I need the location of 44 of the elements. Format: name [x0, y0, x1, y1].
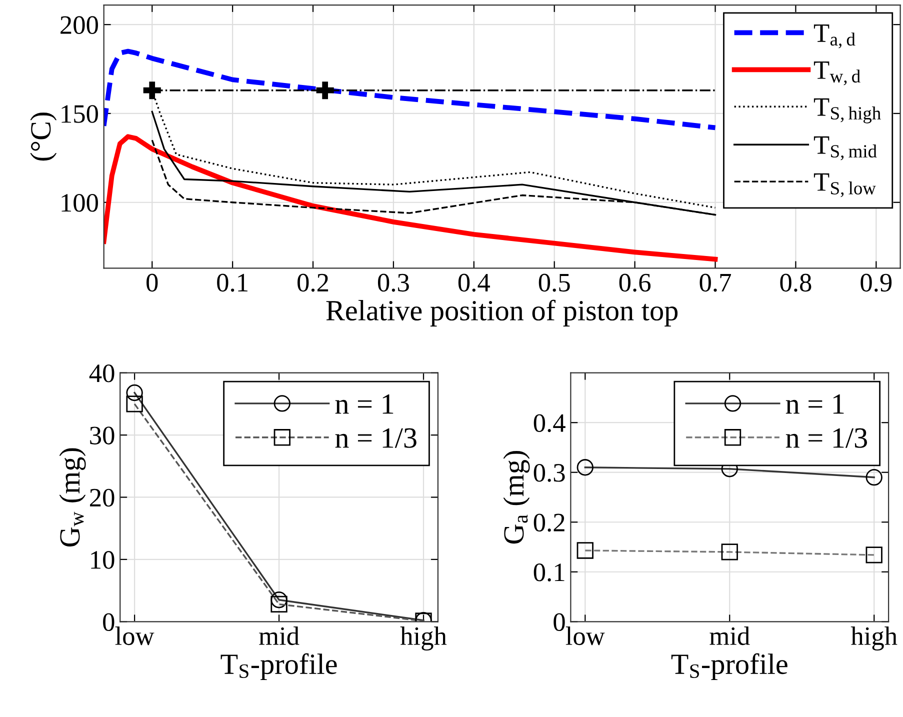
x-tick-label: 0 [146, 274, 158, 292]
legend-label: n = 1 [335, 394, 394, 414]
x-tick-label: low [566, 626, 605, 646]
y-tick-label: 100 [62, 194, 98, 212]
x-tick-label: high [400, 626, 447, 651]
x-tick-label: low [115, 626, 154, 646]
y-tick-label: 10 [91, 551, 114, 569]
legend-label: n = 1/3 [786, 428, 867, 448]
legend-label: n = 1/3 [335, 428, 416, 448]
x-axis-title: T$_{S}$-profile [220, 653, 337, 680]
y-axis-title: G$_{w}$ (mg) [59, 448, 86, 546]
y-tick-label: 40 [89, 364, 114, 382]
y-tick-label: 0 [554, 613, 565, 632]
x-tick-label: high [850, 626, 898, 651]
legend-label: T$_{w,d}$ [814, 61, 860, 86]
y-axis-title: G$_{a}$ (mg) [503, 451, 530, 544]
y-tick-label: 0.2 [534, 514, 564, 532]
x-tick-label: 0.2 [298, 274, 328, 292]
y-tick-label: 0.1 [534, 563, 564, 582]
y-axis-title: (°C) [30, 112, 57, 161]
y-tick-label: 200 [60, 16, 98, 34]
y-tick-label: 20 [90, 488, 114, 507]
x-axis-title: Relative position of piston top [326, 300, 678, 326]
x-tick-label: 0.1 [217, 274, 248, 292]
legend-label: T$_{S,mid}$ [814, 136, 877, 160]
legend-label: T$_{a,d}$ [814, 24, 856, 48]
x-tick-label: 0.6 [619, 274, 651, 292]
y-tick-label: 0.4 [534, 414, 566, 432]
legend-label: n = 1 [786, 394, 844, 414]
x-tick-label: 0.9 [860, 274, 892, 292]
x-tick-label: 0.3 [378, 274, 409, 292]
x-tick-label: 0.5 [538, 274, 570, 292]
x-tick-label: mid [710, 626, 750, 646]
x-tick-label: mid [259, 626, 300, 646]
legend-label: T$_{S,low}$ [814, 173, 876, 198]
x-tick-label: 0.7 [700, 274, 731, 292]
y-tick-label: 30 [90, 426, 114, 444]
x-axis-title: T$_{S}$-profile [671, 653, 788, 680]
y-tick-label: 0 [103, 613, 114, 632]
x-tick-label: 0.4 [458, 274, 490, 292]
legend-label: T$_{S,high}$ [814, 98, 881, 124]
y-tick-label: 150 [62, 105, 98, 123]
y-tick-label: 0.3 [534, 464, 565, 482]
x-tick-label: 0.8 [780, 274, 812, 292]
